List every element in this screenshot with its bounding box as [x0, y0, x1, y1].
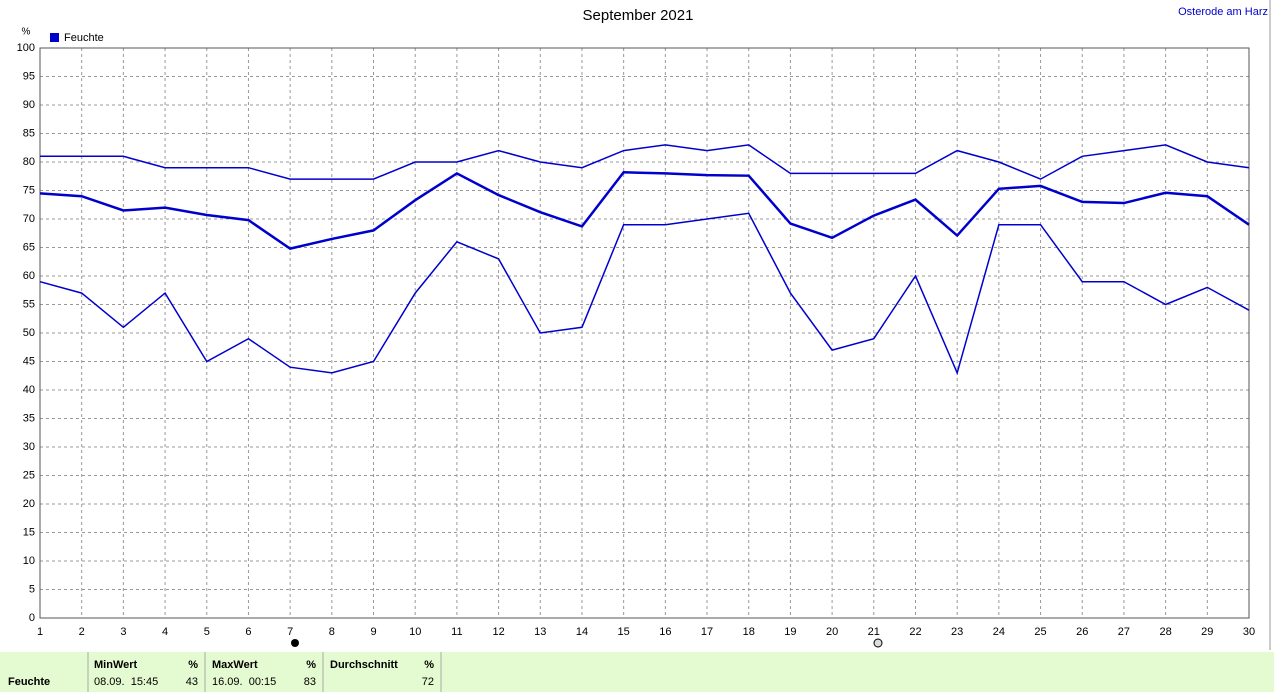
- x-tick-label: 23: [951, 626, 963, 638]
- y-tick-label: 15: [23, 526, 35, 538]
- summary-value: 83: [304, 676, 316, 688]
- y-tick-label: 45: [23, 355, 35, 367]
- y-tick-label: 55: [23, 298, 35, 310]
- y-tick-label: 95: [23, 70, 35, 82]
- x-tick-label: 21: [868, 626, 880, 638]
- x-tick-label: 12: [492, 626, 504, 638]
- x-tick-label: 26: [1076, 626, 1088, 638]
- x-tick-label: 22: [909, 626, 921, 638]
- x-tick-label: 30: [1243, 626, 1255, 638]
- y-tick-label: 80: [23, 156, 35, 168]
- x-tick-label: 4: [162, 626, 168, 638]
- y-tick-label: 25: [23, 469, 35, 481]
- x-tick-label: 13: [534, 626, 546, 638]
- y-tick-label: 0: [29, 612, 35, 624]
- summary-row-label: Feuchte: [8, 676, 50, 688]
- summary-time: 08.09. 15:45: [94, 676, 158, 688]
- summary-background: [0, 652, 1274, 692]
- y-tick-label: 10: [23, 555, 35, 567]
- x-tick-label: 10: [409, 626, 421, 638]
- moon-icon: [291, 639, 299, 647]
- x-tick-label: 25: [1034, 626, 1046, 638]
- y-tick-label: 40: [23, 384, 35, 396]
- y-tick-label: 5: [29, 583, 35, 595]
- x-tick-label: 7: [287, 626, 293, 638]
- plot-frame: [39, 47, 1250, 619]
- y-tick-label: 90: [23, 99, 35, 111]
- moon-icon: [873, 638, 883, 648]
- x-tick-label: 1: [37, 626, 43, 638]
- summary-value: 43: [186, 676, 198, 688]
- x-tick-label: 9: [370, 626, 376, 638]
- x-tick-label: 20: [826, 626, 838, 638]
- x-tick-label: 3: [120, 626, 126, 638]
- x-tick-label: 6: [245, 626, 251, 638]
- summary-unit: %: [424, 659, 434, 671]
- line-series: [39, 212, 1250, 376]
- x-tick-label: 14: [576, 626, 588, 638]
- y-tick-label: 50: [23, 327, 35, 339]
- y-tick-label: 35: [23, 412, 35, 424]
- summary-header: MaxWert: [212, 659, 258, 671]
- x-tick-label: 2: [79, 626, 85, 638]
- y-tick-label: 60: [23, 270, 35, 282]
- summary-header: Durchschnitt: [330, 659, 398, 671]
- y-tick-label: 100: [17, 42, 35, 54]
- x-tick-label: 5: [204, 626, 210, 638]
- y-tick-label: 20: [23, 498, 35, 510]
- y-unit: %: [22, 27, 31, 38]
- summary-unit: %: [306, 659, 316, 671]
- x-tick-label: 15: [618, 626, 630, 638]
- y-tick-label: 70: [23, 213, 35, 225]
- line-series: [39, 170, 1250, 250]
- x-tick-label: 19: [784, 626, 796, 638]
- legend-label: Feuchte: [64, 32, 104, 44]
- x-tick-label: 11: [451, 626, 462, 638]
- summary-unit: %: [188, 659, 198, 671]
- legend-swatch: [50, 33, 59, 42]
- y-tick-label: 30: [23, 441, 35, 453]
- y-tick-label: 85: [23, 127, 35, 139]
- x-tick-label: 17: [701, 626, 713, 638]
- x-tick-label: 8: [329, 626, 335, 638]
- x-tick-label: 28: [1159, 626, 1171, 638]
- summary-header: MinWert: [94, 659, 138, 671]
- summary-time: 16.09. 00:15: [212, 676, 276, 688]
- summary-value: 72: [422, 676, 434, 688]
- x-tick-label: 24: [993, 626, 1005, 638]
- y-tick-label: 75: [23, 184, 35, 196]
- line-series: [40, 144, 1250, 180]
- x-tick-label: 16: [659, 626, 671, 638]
- x-tick-label: 27: [1118, 626, 1130, 638]
- x-tick-label: 29: [1201, 626, 1213, 638]
- x-tick-label: 18: [743, 626, 755, 638]
- chart-title: September 2021: [583, 7, 694, 24]
- y-tick-label: 65: [23, 241, 35, 253]
- location-label: Osterode am Harz: [1178, 6, 1268, 18]
